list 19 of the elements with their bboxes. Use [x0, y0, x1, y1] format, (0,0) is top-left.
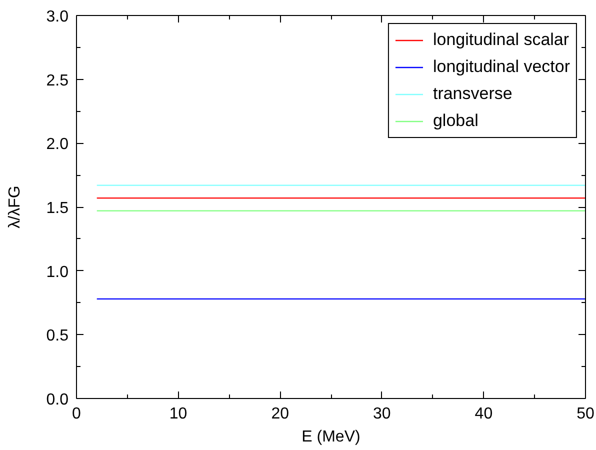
legend-label: transverse [432, 84, 512, 104]
x-tick-label: 40 [474, 406, 493, 422]
legend-label: global [432, 111, 478, 131]
x-tick-label: 20 [271, 406, 290, 422]
y-tick-label: 3.0 [46, 8, 69, 26]
y-tick-label: 0.0 [46, 392, 69, 408]
y-tick-label: 2.0 [46, 136, 69, 154]
legend-label: longitudinal scalar [432, 30, 570, 50]
x-tick-label: 50 [576, 406, 594, 422]
y-tick-label: 1.0 [46, 264, 69, 281]
x-tick-label: 10 [169, 406, 188, 422]
y-tick-label: 0.5 [46, 328, 69, 345]
y-tick-label: 2.5 [46, 72, 69, 90]
x-tick-label: 30 [373, 406, 391, 422]
x-tick-label: 0 [72, 406, 82, 422]
y-tick-label: 1.5 [46, 200, 69, 217]
y-axis-title: λ/λFG [6, 186, 24, 228]
legend-label: longitudinal vector [432, 57, 570, 77]
x-axis-title: E (MeV) [302, 428, 360, 446]
